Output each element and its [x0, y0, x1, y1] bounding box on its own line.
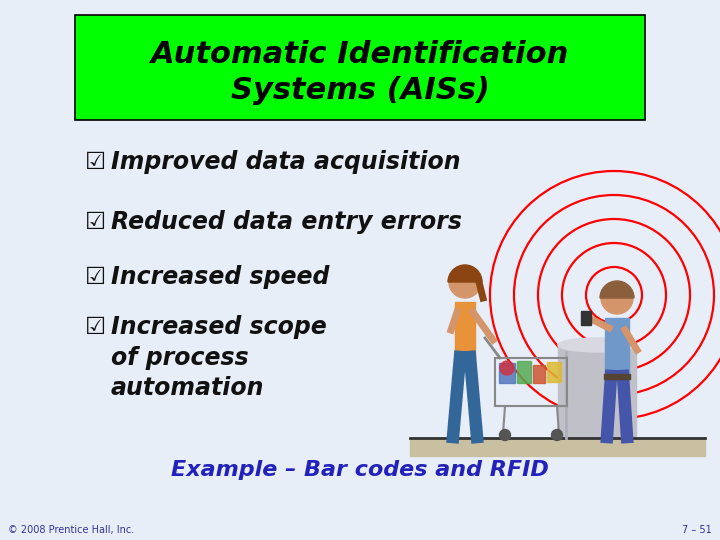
Circle shape — [552, 429, 562, 441]
Bar — [517, 361, 531, 383]
Bar — [410, 438, 705, 456]
Circle shape — [601, 282, 633, 314]
Bar — [495, 358, 567, 406]
Text: Reduced data entry errors: Reduced data entry errors — [111, 210, 462, 234]
Ellipse shape — [558, 338, 636, 352]
Bar — [499, 363, 515, 383]
FancyArrow shape — [455, 302, 475, 357]
Bar — [533, 365, 545, 383]
Text: ☑: ☑ — [85, 150, 106, 174]
FancyBboxPatch shape — [75, 15, 645, 120]
Text: Improved data acquisition: Improved data acquisition — [111, 150, 461, 174]
Circle shape — [500, 361, 514, 375]
Wedge shape — [600, 281, 634, 298]
Text: © 2008 Prentice Hall, Inc.: © 2008 Prentice Hall, Inc. — [8, 525, 134, 535]
Bar — [604, 374, 630, 379]
Bar — [558, 345, 636, 438]
Bar — [581, 311, 591, 325]
Text: ☑: ☑ — [85, 265, 106, 289]
Text: Systems (AISs): Systems (AISs) — [230, 76, 490, 105]
Text: 7 – 51: 7 – 51 — [683, 525, 712, 535]
Circle shape — [500, 429, 510, 441]
Text: Automatic Identification: Automatic Identification — [150, 40, 570, 70]
Wedge shape — [448, 265, 482, 282]
Text: Example – Bar codes and RFID: Example – Bar codes and RFID — [171, 460, 549, 480]
Circle shape — [449, 266, 481, 298]
Text: Increased speed: Increased speed — [111, 265, 329, 289]
Text: Increased scope
of process
automation: Increased scope of process automation — [111, 315, 327, 400]
Text: ☑: ☑ — [85, 315, 106, 339]
Bar — [547, 362, 561, 382]
FancyArrow shape — [605, 318, 629, 376]
Text: ☑: ☑ — [85, 210, 106, 234]
